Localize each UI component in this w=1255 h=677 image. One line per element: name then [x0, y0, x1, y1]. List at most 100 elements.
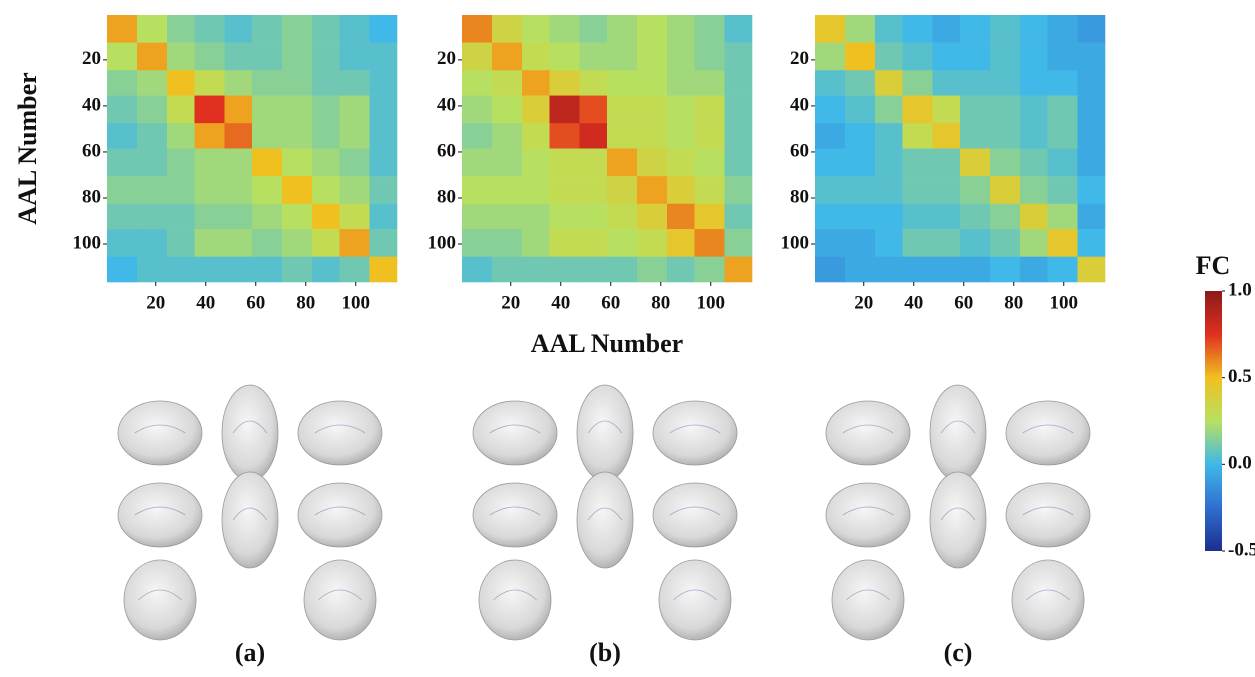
y-tick-label: 20	[790, 48, 809, 69]
heatmap-cell	[252, 15, 282, 43]
heatmap-cell	[137, 123, 167, 149]
brain-view	[118, 401, 202, 465]
heatmap-cell	[960, 257, 990, 283]
brain-view	[826, 401, 910, 465]
heatmap-cell	[550, 123, 580, 149]
heatmap-cell	[312, 96, 340, 124]
heatmap-cell	[1020, 96, 1048, 124]
heatmap-cell	[107, 176, 137, 204]
brain-view	[659, 560, 731, 640]
heatmap-cell	[725, 43, 753, 71]
heatmap-cell	[195, 257, 225, 283]
heatmap-cell	[667, 15, 695, 43]
y-tick-label: 80	[82, 186, 101, 207]
heatmap-cell	[960, 15, 990, 43]
heatmap-cell	[340, 123, 370, 149]
heatmap-cell	[340, 15, 370, 43]
heatmap-cell	[990, 149, 1020, 177]
heatmap-cell	[370, 257, 398, 283]
heatmap-cell	[580, 96, 608, 124]
heatmap-cell	[815, 176, 845, 204]
heatmap-cell	[252, 43, 282, 71]
heatmap-cell	[492, 149, 522, 177]
heatmap-cell	[462, 229, 492, 257]
heatmap-cell	[370, 204, 398, 230]
heatmap-cell	[875, 123, 903, 149]
heatmap-cell	[107, 257, 137, 283]
heatmap-cell	[875, 176, 903, 204]
heatmap-cell	[282, 43, 312, 71]
heatmap-cell	[1048, 123, 1078, 149]
heatmap-cell	[195, 123, 225, 149]
heatmap-cell	[1020, 70, 1048, 96]
heatmap-cell	[933, 204, 961, 230]
heatmap-cell	[1048, 96, 1078, 124]
heatmap-cell	[845, 15, 875, 43]
heatmap-cell	[815, 229, 845, 257]
heatmap-cell	[1078, 123, 1106, 149]
heatmap-cell	[462, 15, 492, 43]
heatmap-cell	[312, 204, 340, 230]
heatmap-cell	[580, 257, 608, 283]
heatmap-cell	[845, 257, 875, 283]
heatmap-cell	[580, 149, 608, 177]
heatmap-cell	[1078, 204, 1106, 230]
heatmap-cell	[252, 149, 282, 177]
heatmap-cell	[1078, 176, 1106, 204]
heatmap-cell	[903, 96, 933, 124]
heatmap-cell	[312, 176, 340, 204]
heatmap-cell	[167, 123, 195, 149]
heatmap-cell	[225, 96, 253, 124]
brain-view	[304, 560, 376, 640]
heatmap-cell	[167, 15, 195, 43]
brain-view	[930, 385, 986, 481]
heatmap-cell	[725, 15, 753, 43]
heatmap-cell	[1048, 204, 1078, 230]
heatmap-cell	[933, 96, 961, 124]
heatmap-cell	[607, 43, 637, 71]
heatmap-cell	[195, 204, 225, 230]
heatmap-cell	[1048, 229, 1078, 257]
heatmap-cell	[607, 149, 637, 177]
y-tick-label: 60	[790, 140, 809, 161]
heatmap-cell	[550, 70, 580, 96]
colorbar	[1205, 291, 1222, 551]
heatmap-cell	[370, 149, 398, 177]
y-tick-label: 60	[437, 140, 456, 161]
heatmap-cell	[960, 176, 990, 204]
heatmap-cell	[933, 257, 961, 283]
heatmap-cell	[607, 176, 637, 204]
heatmap-cell	[1020, 257, 1048, 283]
heatmap-cell	[550, 257, 580, 283]
heatmap-cell	[167, 43, 195, 71]
brain-view	[222, 385, 278, 481]
heatmap-cell	[990, 229, 1020, 257]
heatmap-cell	[580, 70, 608, 96]
heatmap-cell	[167, 204, 195, 230]
heatmap-cell	[1078, 15, 1106, 43]
heatmap-cell	[580, 176, 608, 204]
heatmap-cell	[725, 70, 753, 96]
heatmap-cell	[225, 204, 253, 230]
y-tick-label: 100	[73, 232, 102, 253]
heatmap-cell	[492, 43, 522, 71]
heatmap-cell	[637, 96, 667, 124]
heatmap-cell	[225, 176, 253, 204]
heatmap-cell	[225, 43, 253, 71]
heatmap-cell	[695, 70, 725, 96]
y-tick-label: 80	[790, 186, 809, 207]
y-tick-label: 60	[82, 140, 101, 161]
heatmap-cell	[637, 229, 667, 257]
x-tick-label: 100	[697, 292, 726, 313]
heatmap-cell	[875, 70, 903, 96]
heatmap-cell	[637, 204, 667, 230]
heatmap-cell	[607, 96, 637, 124]
heatmap-cell	[903, 70, 933, 96]
heatmap-cell	[312, 123, 340, 149]
heatmap-cell	[492, 70, 522, 96]
heatmap-cell	[195, 43, 225, 71]
x-tick-label: 60	[601, 292, 620, 313]
heatmap-cell	[815, 149, 845, 177]
heatmap-cell	[492, 229, 522, 257]
heatmap-cell	[1078, 70, 1106, 96]
